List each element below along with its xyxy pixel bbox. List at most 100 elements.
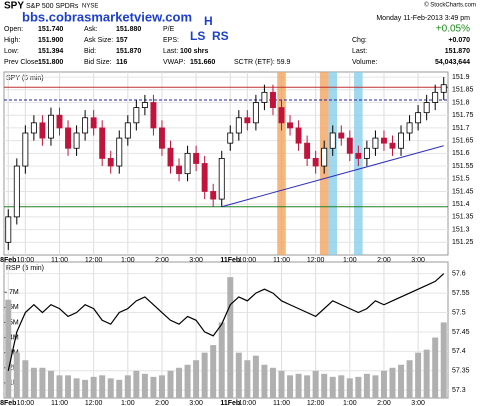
x-tick-label: 8Feb — [0, 257, 16, 264]
panel-border — [3, 261, 449, 399]
candle-body — [184, 152, 191, 175]
symbol: SPY — [4, 1, 24, 12]
candle-body — [48, 114, 54, 139]
candle-body — [30, 122, 37, 134]
x-tick-label: 8Feb — [0, 400, 16, 406]
x-tick-label: 12:00 — [307, 257, 325, 264]
volume-bar — [415, 352, 422, 398]
candle-body — [124, 122, 131, 139]
y-tick-label: 151.75 — [452, 112, 474, 119]
candle-body — [304, 142, 311, 159]
volume-bar — [56, 375, 63, 398]
x-tick-label: 11:00 — [273, 257, 290, 264]
field-value: 151.900 — [38, 37, 63, 44]
candle-body — [227, 132, 234, 144]
volume-bar — [133, 370, 140, 398]
candle-body — [295, 127, 302, 144]
x-tick-label: 11:00 — [51, 257, 68, 264]
x-tick-label: 11Feb — [220, 257, 240, 264]
volume-bar — [218, 322, 225, 398]
candle-body — [133, 107, 140, 124]
x-tick-label: 3:00 — [411, 257, 425, 264]
volume-bar — [287, 375, 294, 398]
volume-bar — [201, 352, 208, 398]
x-tick-label: 10:00 — [17, 257, 35, 264]
candle-body — [210, 191, 217, 200]
y-tick-label: 151.6 — [452, 150, 470, 157]
field-label: Low: — [4, 48, 19, 55]
candle-body — [287, 122, 294, 129]
x-tick-label: 11:00 — [273, 400, 290, 406]
x-tick-label: 10:00 — [239, 257, 257, 264]
candle-body — [312, 158, 319, 167]
field-value: 151.660 — [190, 59, 215, 66]
y-tick-label: 5M — [9, 319, 19, 326]
candle-body — [321, 147, 328, 167]
candle-body — [398, 132, 405, 149]
pattern: H — [204, 14, 213, 28]
volume-bar — [440, 322, 447, 398]
panel-title: SPY (5 min) — [6, 75, 44, 82]
candle-body — [82, 117, 89, 134]
y2-tick-label: 57.3 — [452, 387, 466, 394]
volume-bar — [295, 373, 302, 398]
volume-bar — [176, 367, 183, 398]
candle-body — [244, 117, 251, 124]
y2-tick-label: 57.5 — [452, 309, 466, 316]
volume-bar — [82, 379, 89, 398]
volume-bar — [193, 360, 200, 398]
y-tick-label: 151.45 — [452, 188, 474, 195]
volume-bar — [398, 364, 405, 398]
volume-bar — [167, 370, 174, 398]
volume-bar — [346, 378, 353, 398]
candle-body — [22, 132, 29, 167]
field-label: Bid: — [84, 48, 96, 55]
volume-bar — [124, 375, 131, 398]
exchange: NYSE — [82, 4, 98, 10]
field-label: Ask Size: — [84, 37, 113, 44]
field-value: 151.394 — [38, 48, 63, 55]
x-tick-label: 2:00 — [377, 400, 391, 406]
field-label: Last: — [352, 48, 367, 55]
volume-bar — [406, 360, 413, 398]
candle-body — [423, 102, 430, 114]
field-value: 151.800 — [38, 59, 63, 66]
volume-bar — [65, 375, 72, 398]
candle-body — [440, 84, 447, 93]
y2-tick-label: 57.4 — [452, 348, 466, 355]
field-value: 151.870 — [116, 48, 141, 55]
volume-bar — [372, 375, 379, 398]
candle-body — [235, 117, 242, 134]
volume-bar — [227, 277, 234, 398]
x-tick-label: 12:00 — [307, 400, 325, 406]
y-tick-label: 4M — [9, 334, 19, 341]
x-tick-label: 1:00 — [343, 257, 357, 264]
y2-tick-label: 57.6 — [452, 271, 466, 278]
candle-body — [193, 152, 200, 164]
candle-body — [329, 132, 336, 149]
pattern: RS — [212, 29, 229, 43]
field-value: 151.870 — [445, 48, 470, 55]
y-tick-label: 151.25 — [452, 239, 474, 246]
candle-body — [252, 102, 259, 124]
field-label: VWAP: — [163, 59, 185, 66]
field-label: P/E — [163, 26, 175, 33]
pattern: LS — [190, 29, 205, 43]
field-value: 151.880 — [116, 26, 141, 33]
candle-body — [176, 165, 183, 175]
volume-bar — [329, 376, 336, 398]
candle-body — [56, 114, 63, 129]
field-label: Chg: — [352, 37, 367, 44]
candle-body — [432, 91, 439, 103]
y-tick-label: 151.3 — [452, 226, 470, 233]
field-label: Last: — [163, 48, 178, 55]
volume-bar — [141, 373, 148, 398]
candle-body — [218, 158, 225, 200]
volume-bar — [210, 345, 217, 398]
volume-bar — [355, 376, 362, 398]
candle-body — [380, 137, 387, 144]
candle-body — [355, 152, 362, 159]
volume-bar — [90, 376, 97, 398]
field-value: 54,043,644 — [435, 59, 470, 66]
